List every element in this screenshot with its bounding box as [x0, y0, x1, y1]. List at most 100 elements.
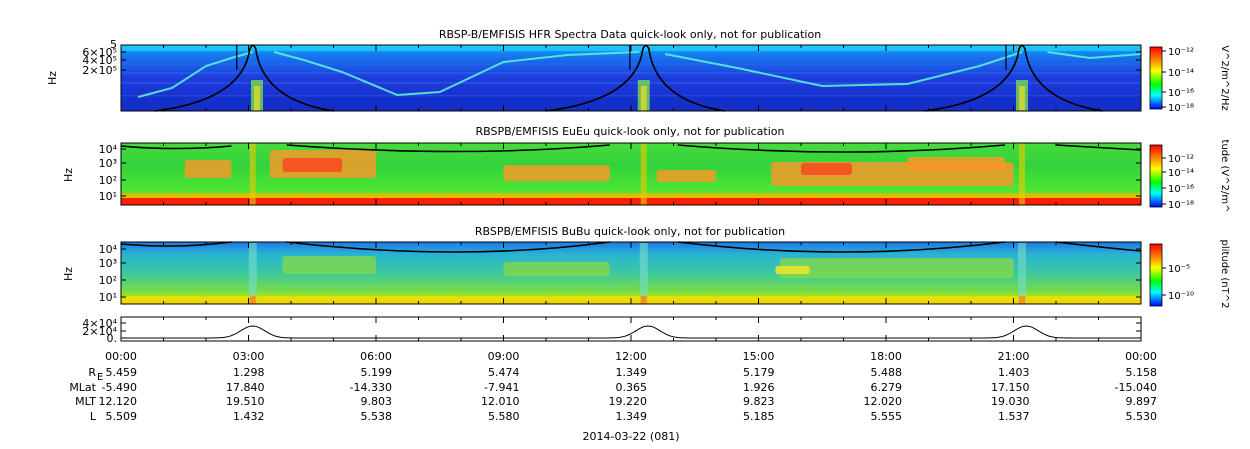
- time-tick-label: 09:00: [488, 350, 520, 363]
- time-axis-labels: 00:00 03:00 06:00 09:00 12:00 15:00 18:00 21:00…: [105, 350, 1157, 363]
- colorbar-tick-label: 10⁻¹⁰: [1168, 291, 1194, 302]
- time-tick-label: 03:00: [233, 350, 265, 363]
- ephemeris-value: 5.185: [743, 410, 775, 423]
- bu-perigee-streak: [1018, 243, 1026, 304]
- bu-cyclotron-curve: [1055, 241, 1142, 252]
- panel-2-ylabel: Hz: [62, 168, 75, 182]
- ephemeris-value: 17.840: [226, 381, 265, 394]
- hfr-upper-hybrid-line: [137, 51, 254, 98]
- panel-2-colorbar: [1149, 144, 1163, 208]
- bu-perigee-core: [1019, 296, 1025, 304]
- eu-hiss-region: [184, 160, 232, 178]
- y-tick-label: 10⁴: [99, 243, 118, 256]
- colorbar-tick-label: 10⁻¹²: [1168, 154, 1194, 165]
- y-tick-label: 10⁴: [99, 143, 118, 156]
- bu-cyclotron-curve: [677, 241, 1006, 253]
- ephemeris-value: 1.432: [233, 410, 265, 423]
- ephemeris-value: 5.179: [743, 366, 775, 379]
- colorbar-tick-label: 10⁻⁵: [1168, 264, 1190, 275]
- hfr-upper-hybrid-line: [1047, 51, 1142, 60]
- panel-2-colorbar-ticks: 10⁻¹² 10⁻¹⁴ 10⁻¹⁶ 10⁻¹⁸: [1162, 154, 1194, 211]
- ephemeris-value: 12.120: [99, 395, 138, 408]
- eu-hiss-region: [656, 170, 716, 182]
- panel-3-title: RBSPB/EMFISIS BuBu quick-look only, not …: [475, 225, 785, 238]
- panel-1-colorbar-ticks: 10⁻¹² 10⁻¹⁴ 10⁻¹⁶ 10⁻¹⁸: [1162, 47, 1194, 114]
- ephemeris-value: 1.349: [616, 410, 648, 423]
- ephemeris-value: 5.474: [488, 366, 520, 379]
- eu-cyclotron-curve: [286, 144, 610, 153]
- time-tick-label: 21:00: [998, 350, 1030, 363]
- y-top-label: 5: [110, 38, 117, 51]
- ephemeris-value: -15.040: [1115, 381, 1157, 394]
- colorbar-tick-label: 10⁻¹⁶: [1168, 184, 1194, 195]
- hfr-perigee-core: [640, 86, 647, 111]
- eu-cyclotron-curve: [1055, 144, 1142, 151]
- hfr-perigee-core: [254, 86, 260, 111]
- ephemeris-value: 5.199: [361, 366, 393, 379]
- colorbar-tick-label: 10⁻¹⁸: [1168, 200, 1194, 211]
- panel-1-title: RBSP-B/EMFISIS HFR Spectra Data quick-lo…: [439, 28, 821, 41]
- eu-low-band-edge: [121, 193, 1141, 198]
- ephemeris-value: 5.530: [1126, 410, 1158, 423]
- y-tick-label: 10¹: [99, 291, 117, 304]
- y-tick-label: 10²: [99, 274, 117, 287]
- y-tick-label: 4×10⁵: [82, 54, 117, 67]
- eu-hiss-region: [503, 165, 610, 181]
- ephemeris-value: 19.030: [991, 395, 1030, 408]
- panel-3-colorbar-ticks: 10⁻⁵ 10⁻¹⁰: [1162, 264, 1194, 302]
- ephemeris-value: 1.926: [743, 381, 775, 394]
- time-tick-label: 00:00: [105, 350, 137, 363]
- y-tick-label: 10²: [99, 174, 117, 187]
- hfr-cyclotron-curve: [545, 44, 725, 112]
- eu-cyclotron-curve: [677, 144, 1006, 153]
- colorbar-tick-label: 10⁻¹⁶: [1168, 88, 1194, 99]
- ephemeris-row-label: R: [88, 366, 96, 379]
- eu-perigee-streak: [640, 143, 647, 205]
- bu-cyclotron-curve: [120, 241, 232, 247]
- colorbar-tick-label: 10⁻¹²: [1168, 47, 1194, 58]
- ephemeris-value: 12.010: [481, 395, 520, 408]
- ephemeris-value: -5.490: [102, 381, 137, 394]
- ephemeris-row-label-sub: E: [97, 372, 103, 383]
- ephemeris-value: 9.823: [743, 395, 775, 408]
- time-tick-label: 06:00: [360, 350, 392, 363]
- ephemeris-value: 5.459: [106, 366, 138, 379]
- eu-cyclotron-curve: [120, 145, 232, 150]
- eu-intense-region: [801, 163, 852, 175]
- hfr-perigee-core: [1019, 86, 1025, 111]
- panel-1-ylabel: Hz: [46, 71, 59, 85]
- ephemeris-value: 17.150: [991, 381, 1030, 394]
- ephemeris-value: 5.509: [106, 410, 138, 423]
- date-label: 2014-03-22 (081): [582, 430, 679, 443]
- y-tick-label: 10³: [99, 257, 117, 270]
- hfr-cyclotron-curve: [154, 44, 334, 112]
- y-tick-label: 4×10⁴: [82, 317, 117, 330]
- ephemeris-value: 1.537: [998, 410, 1030, 423]
- colorbar-tick-label: 10⁻¹⁴: [1168, 168, 1194, 179]
- panel-2-title: RBSPB/EMFISIS EuEu quick-look only, not …: [475, 125, 784, 138]
- ephemeris-value: 5.555: [871, 410, 903, 423]
- y-tick-label: 2×10⁵: [82, 64, 117, 77]
- ephemeris-value: 5.488: [871, 366, 903, 379]
- bu-hiss-region: [503, 262, 610, 276]
- ephemeris-value: 5.538: [361, 410, 393, 423]
- bu-hiss-region: [779, 258, 1014, 278]
- y-tick-label: 2×10⁴: [82, 325, 117, 338]
- hfr-upper-hybrid-line: [273, 51, 640, 97]
- ephemeris-value: 0.365: [616, 381, 648, 394]
- ephemeris-row-label: L: [90, 410, 97, 423]
- panel-1-colorbar-label: V^2/m^2/Hz: [1219, 45, 1230, 111]
- bu-perigee-core: [640, 296, 647, 304]
- hfr-cyclotron-curve: [924, 44, 1103, 112]
- ephemeris-value: 5.158: [1126, 366, 1158, 379]
- ephemeris-value: 19.220: [609, 395, 648, 408]
- panel-3-colorbar: [1149, 243, 1163, 307]
- bu-hiss-region: [282, 256, 376, 274]
- colorbar-tick-label: 10⁻¹⁸: [1168, 103, 1194, 114]
- bu-perigee-streak: [639, 243, 648, 304]
